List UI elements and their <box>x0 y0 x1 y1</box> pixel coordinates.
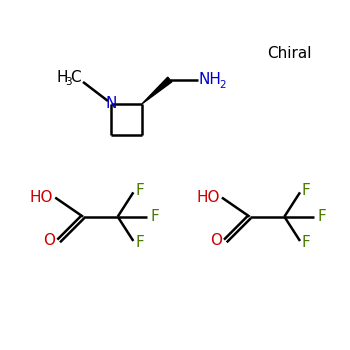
Text: NH: NH <box>198 72 221 87</box>
Text: N: N <box>105 96 117 111</box>
Text: F: F <box>317 209 326 224</box>
Text: H: H <box>57 70 69 85</box>
Text: O: O <box>43 233 55 248</box>
Text: O: O <box>210 233 222 248</box>
Text: 3: 3 <box>65 77 72 87</box>
Text: HO: HO <box>30 190 54 205</box>
Text: Chiral: Chiral <box>267 46 312 61</box>
Text: F: F <box>302 235 310 250</box>
Text: 2: 2 <box>219 80 226 90</box>
Text: HO: HO <box>197 190 220 205</box>
Text: F: F <box>135 235 144 250</box>
Polygon shape <box>142 77 172 104</box>
Text: F: F <box>135 183 144 198</box>
Text: F: F <box>151 209 160 224</box>
Text: F: F <box>302 183 310 198</box>
Text: C: C <box>70 70 81 85</box>
